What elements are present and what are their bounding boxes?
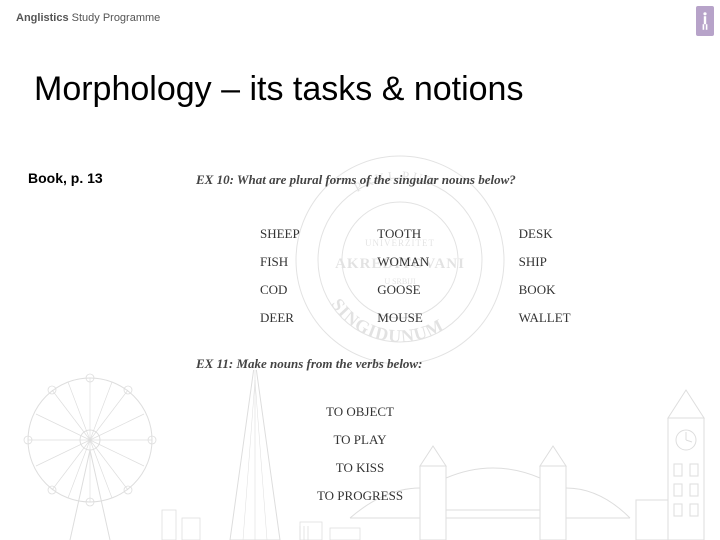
verb-item: TO PLAY [0,426,720,454]
verb-item: TO OBJECT [0,398,720,426]
table-row: COD GOOSE BOOK [250,276,650,304]
exercise-11-label: EX 11: Make nouns from the verbs below: [196,356,422,372]
figure-icon [701,11,709,31]
exercise-11-verb-list: TO OBJECT TO PLAY TO KISS TO PROGRESS [0,398,720,510]
exercise-10-word-grid: SHEEP TOOTH DESK FISH WOMAN SHIP COD GOO… [250,220,650,332]
program-name-bold: Anglistics [16,12,69,24]
exercise-10-label: EX 10: What are plural forms of the sing… [196,172,516,188]
word-cell: BOOK [509,276,650,304]
verb-item: TO KISS [0,454,720,482]
verb-item: TO PROGRESS [0,482,720,510]
word-cell: GOOSE [367,276,508,304]
word-cell: SHIP [509,248,650,276]
word-cell: WOMAN [367,248,508,276]
slide-title: Morphology – its tasks & notions [34,70,523,109]
word-cell: WALLET [509,304,650,332]
word-cell: SHEEP [250,220,367,248]
table-row: DEER MOUSE WALLET [250,304,650,332]
program-name-rest: Study Programme [69,12,161,24]
book-reference: Book, p. 13 [28,170,103,186]
word-cell: FISH [250,248,367,276]
word-cell: DESK [509,220,650,248]
table-row: SHEEP TOOTH DESK [250,220,650,248]
word-cell: MOUSE [367,304,508,332]
corner-badge [696,6,714,36]
word-cell: TOOTH [367,220,508,248]
word-cell: DEER [250,304,367,332]
program-header: Anglistics Study Programme [16,12,160,24]
table-row: FISH WOMAN SHIP [250,248,650,276]
word-cell: COD [250,276,367,304]
